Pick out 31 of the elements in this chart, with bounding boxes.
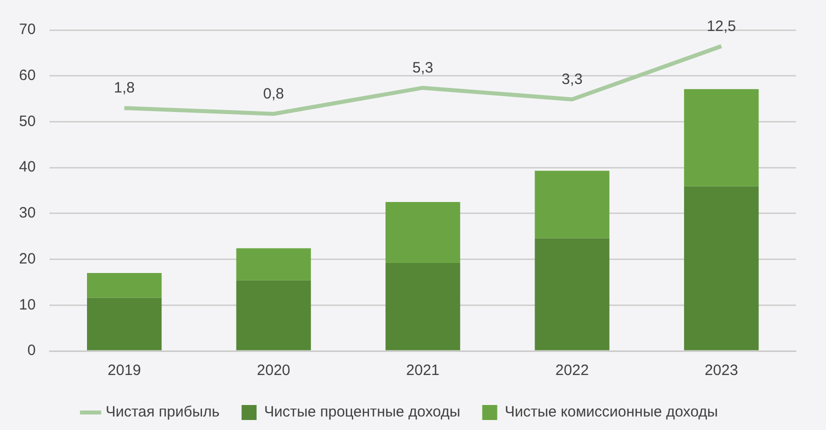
bar	[236, 248, 311, 280]
bar	[236, 280, 311, 350]
legend-label: Чистая прибыль	[106, 404, 220, 421]
bar	[87, 298, 162, 350]
y-tick-label: 20	[18, 250, 36, 268]
bar	[684, 186, 759, 350]
bar	[386, 202, 460, 263]
y-tick-label: 30	[18, 204, 36, 222]
x-tick-label: 2021	[406, 362, 440, 380]
y-tick-label: 40	[18, 158, 36, 176]
bar	[534, 238, 610, 350]
x-tick-label: 2022	[555, 362, 589, 380]
data-label: 3,3	[562, 71, 583, 88]
x-tick-label: 2023	[704, 362, 738, 380]
x-tick-label: 2019	[108, 362, 142, 380]
data-label: 1,8	[114, 80, 135, 97]
y-tick-label: 0	[27, 342, 36, 360]
data-label: 12,5	[706, 18, 736, 35]
y-tick-label: 60	[18, 67, 36, 84]
y-tick-label: 10	[18, 296, 36, 314]
data-label: 5,3	[412, 59, 434, 76]
bar	[87, 273, 162, 298]
bar	[534, 170, 610, 238]
bar	[386, 262, 460, 350]
data-label: 0,8	[263, 86, 284, 103]
y-tick-label: 70	[18, 21, 36, 38]
x-tick-label: 2020	[256, 362, 290, 380]
legend-label: Чистые комиссионные доходы	[504, 404, 718, 421]
bar	[684, 89, 759, 186]
legend-label: Чистые процентные доходы	[264, 404, 460, 421]
y-tick-label: 50	[18, 112, 36, 130]
